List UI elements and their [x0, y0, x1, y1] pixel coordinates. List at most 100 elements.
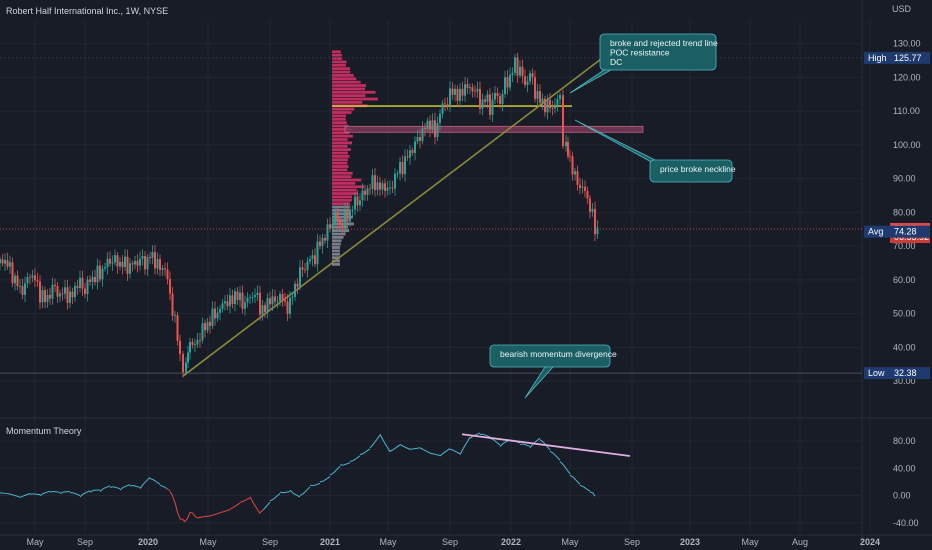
candle-body — [274, 296, 276, 302]
momentum-line-segment — [246, 497, 251, 500]
profile-bar — [332, 121, 347, 125]
momentum-line-segment — [346, 462, 351, 465]
price-tick-label: 90.00 — [893, 174, 916, 184]
annotation-pointer — [524, 366, 554, 399]
candle-body — [379, 182, 381, 190]
momentum-line-segment — [433, 453, 437, 456]
candle-body — [51, 284, 54, 299]
momentum-line-segment — [119, 486, 124, 491]
candle-body — [354, 196, 356, 210]
candle-body — [439, 113, 441, 124]
profile-bar — [332, 138, 348, 141]
momentum-line-segment — [423, 449, 427, 452]
momentum-line-segment — [356, 455, 361, 459]
tag-value: 74.28 — [894, 227, 917, 237]
candle-body — [239, 292, 241, 301]
momentum-line-segment — [213, 513, 217, 516]
candle-body — [84, 288, 86, 295]
momentum-line-segment — [439, 452, 444, 457]
momentum-line-segment — [116, 487, 121, 490]
profile-bar — [332, 141, 353, 145]
momentum-line-segment — [546, 445, 551, 451]
candle-body — [361, 190, 364, 201]
price-tick-label: 120.00 — [893, 72, 921, 82]
candle-body — [226, 301, 229, 307]
profile-bar — [332, 185, 364, 189]
candle-body — [421, 127, 424, 141]
profile-bar — [332, 74, 354, 77]
momentum-line-segment — [153, 479, 157, 483]
trend-line — [182, 53, 609, 377]
candle-body — [331, 224, 334, 229]
momentum-series — [0, 432, 631, 523]
candle-body — [569, 156, 571, 158]
candle-body — [386, 187, 389, 191]
candle-body — [374, 175, 376, 190]
momentum-line-segment — [99, 488, 104, 492]
momentum-line-segment — [273, 495, 277, 500]
profile-bar — [332, 212, 349, 216]
momentum-line-segment — [26, 493, 31, 496]
tag-label: Avg — [868, 227, 883, 237]
candle-body — [191, 341, 194, 345]
candle-body — [16, 275, 19, 287]
momentum-line-segment — [313, 484, 317, 487]
momentum-line-segment — [416, 447, 421, 449]
candle-body — [114, 255, 116, 263]
candle-body — [134, 260, 136, 265]
momentum-line-segment — [466, 436, 471, 444]
annotation-text: DC — [610, 57, 622, 67]
neckline-zone — [344, 125, 644, 133]
momentum-line-segment — [83, 491, 87, 495]
candle-body — [534, 77, 536, 99]
candle-body — [294, 283, 296, 297]
candle-body — [389, 187, 391, 189]
candle-body — [174, 315, 176, 317]
price-tick-label: 30.00 — [893, 376, 916, 386]
candle-body — [81, 277, 84, 289]
momentum-line-segment — [299, 493, 304, 496]
momentum-line-segment — [353, 457, 357, 461]
x-tick-label: May — [561, 537, 579, 547]
momentum-line-segment — [389, 449, 394, 452]
candle-body — [139, 258, 141, 266]
candle-body — [349, 210, 351, 222]
momentum-line-segment — [109, 486, 114, 488]
candle-body — [216, 312, 219, 319]
candle-body — [19, 286, 21, 287]
candle-body — [185, 362, 187, 373]
candle-body — [6, 260, 9, 267]
price-tick-label: 110.00 — [893, 106, 920, 116]
candle-body — [256, 292, 259, 296]
candle-body — [24, 283, 26, 295]
momentum-line-segment — [559, 461, 564, 466]
profile-bar — [332, 165, 349, 168]
candle-body — [416, 137, 419, 142]
price-tick-label: 80.00 — [893, 207, 916, 217]
momentum-line-segment — [449, 448, 454, 451]
tag-label: Low — [868, 368, 885, 378]
x-tick-label: May — [199, 537, 217, 547]
candle-body — [124, 256, 126, 268]
candle-body — [126, 256, 129, 274]
momentum-line-segment — [446, 448, 451, 452]
momentum-line-segment — [243, 499, 247, 502]
momentum-line-segment — [219, 511, 224, 514]
candle-body — [141, 256, 144, 259]
momentum-line-segment — [169, 491, 173, 496]
candle-body — [229, 295, 231, 307]
candle-body — [429, 120, 431, 130]
annotation-box — [599, 33, 717, 71]
candle-body — [359, 200, 361, 206]
momentum-line-segment — [456, 451, 461, 455]
candle-body — [91, 277, 94, 282]
momentum-line-segment — [306, 486, 311, 491]
candle-body — [59, 293, 61, 297]
trend-line — [182, 53, 609, 377]
momentum-tick-label: 40.00 — [893, 463, 916, 473]
momentum-line-segment — [269, 498, 274, 502]
momentum-line-segment — [403, 445, 407, 449]
momentum-line-segment — [419, 447, 424, 450]
candle-body — [49, 295, 51, 299]
momentum-line-segment — [209, 514, 214, 517]
